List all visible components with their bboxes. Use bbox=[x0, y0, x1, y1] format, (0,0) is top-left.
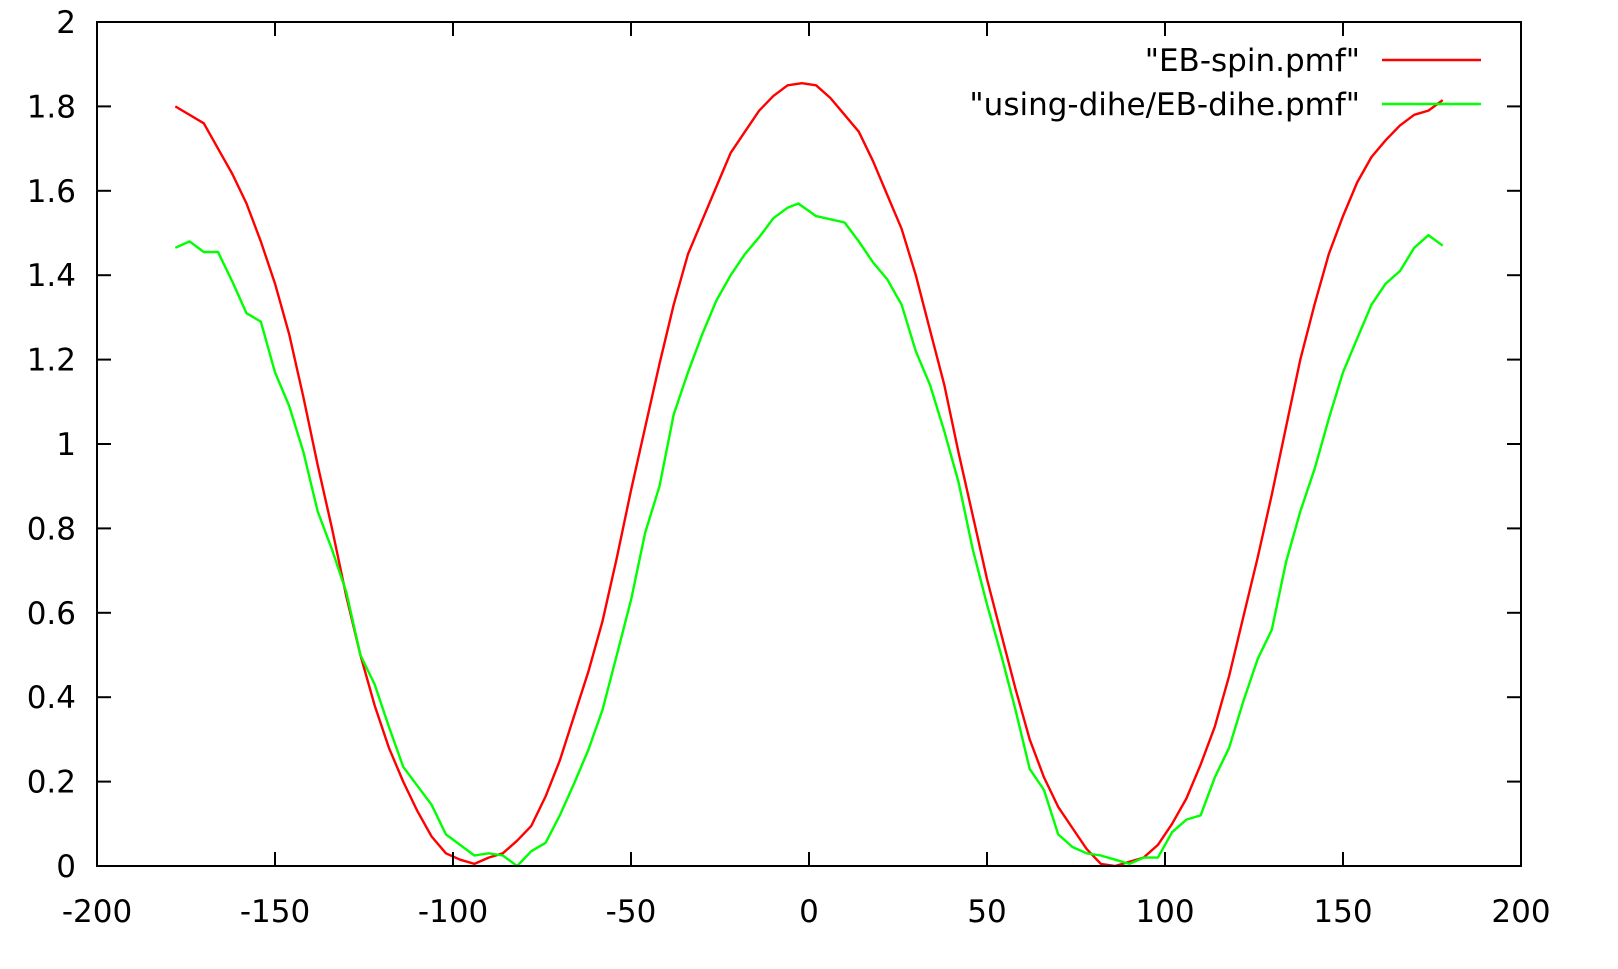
series-layer bbox=[174, 81, 1444, 868]
x-tick-label: 100 bbox=[1135, 894, 1194, 930]
series-line-2 bbox=[174, 202, 1444, 868]
x-tick-label: -50 bbox=[606, 894, 657, 930]
x-tick-label: 0 bbox=[799, 894, 819, 930]
y-tick-label: 0.4 bbox=[27, 680, 76, 716]
y-tick-label: 0.6 bbox=[27, 596, 76, 632]
legend-label-2: "using-dihe/EB-dihe.pmf" bbox=[969, 87, 1360, 123]
ticks-layer bbox=[96, 21, 1522, 867]
legend: "EB-spin.pmf" "using-dihe/EB-dihe.pmf" bbox=[969, 43, 1481, 123]
x-tick-label: 50 bbox=[967, 894, 1006, 930]
y-tick-label: 2 bbox=[56, 5, 76, 41]
y-tick-label: 0.8 bbox=[27, 511, 76, 547]
series-line-1 bbox=[174, 81, 1444, 868]
y-tick-label: 0 bbox=[56, 849, 76, 885]
y-tick-labels: 0 0.2 0.4 0.6 0.8 1 1.2 1.4 1.6 1.8 2 bbox=[27, 5, 76, 885]
x-tick-label: -100 bbox=[418, 894, 488, 930]
y-tick-label: 1 bbox=[56, 427, 76, 463]
y-tick-label: 1.4 bbox=[27, 258, 76, 294]
x-tick-label: -200 bbox=[62, 894, 132, 930]
x-tick-label: -150 bbox=[240, 894, 310, 930]
x-tick-label: 150 bbox=[1313, 894, 1372, 930]
y-tick-label: 0.2 bbox=[27, 765, 76, 801]
legend-label-1: "EB-spin.pmf" bbox=[1145, 43, 1360, 79]
x-tick-labels: -200 -150 -100 -50 0 50 100 150 200 bbox=[62, 894, 1551, 930]
y-tick-label: 1.2 bbox=[27, 343, 76, 379]
x-tick-label: 200 bbox=[1491, 894, 1550, 930]
y-tick-label: 1.8 bbox=[27, 89, 76, 125]
y-tick-label: 1.6 bbox=[27, 174, 76, 210]
